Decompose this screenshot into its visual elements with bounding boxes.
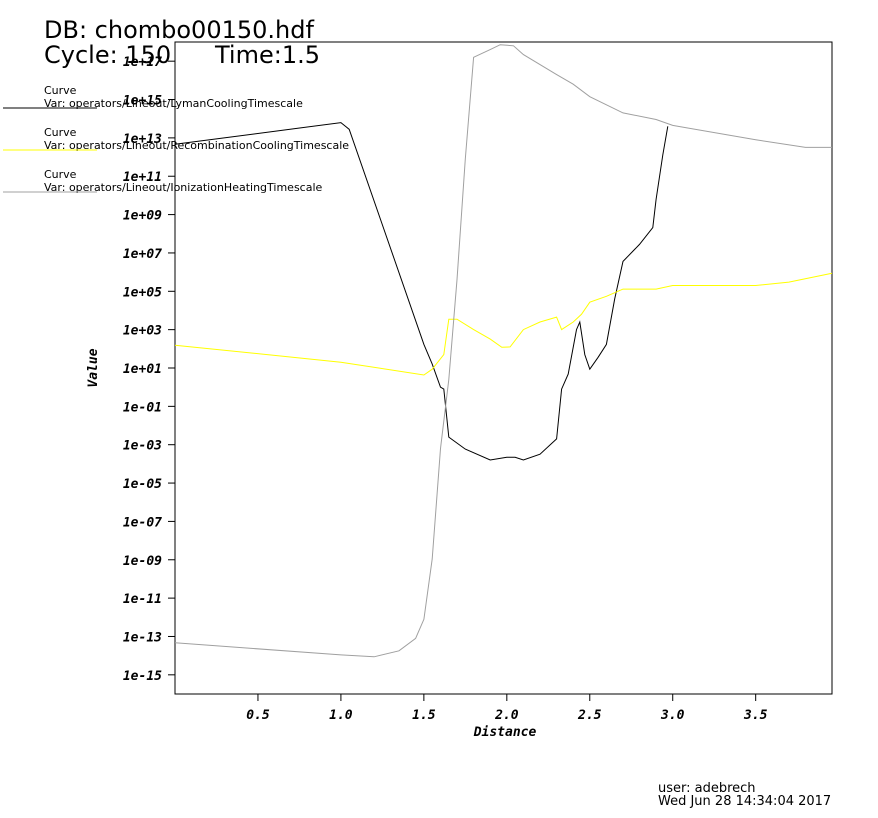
legend-name: Var: operators/Lineout/LymanCoolingTimes… [44, 97, 303, 110]
y-tick-label: 1e+17 [123, 55, 162, 70]
y-tick-label: 1e+07 [123, 247, 162, 262]
x-tick-label: 2.5 [577, 708, 602, 723]
y-tick-label: 1e+11 [123, 170, 162, 185]
series-line [174, 272, 833, 376]
y-tick-label: 1e+01 [123, 362, 162, 377]
y-tick-label: 1e-07 [123, 515, 162, 530]
y-tick-label: 1e-05 [123, 477, 162, 492]
legend-name: Var: operators/Lineout/IonizationHeating… [44, 181, 323, 194]
y-tick-label: 1e+09 [123, 209, 162, 224]
legend-name: Var: operators/Lineout/RecombinationCool… [44, 139, 349, 152]
legend-label: Curve [44, 84, 77, 97]
user: user: adebrech [658, 781, 756, 796]
x-tick-label: 0.5 [246, 708, 270, 723]
y-tick-label: 1e+03 [123, 324, 162, 339]
legend-label: Curve [44, 126, 77, 139]
legend-label: Curve [44, 168, 77, 181]
series-line [174, 122, 669, 461]
x-tick-label: 2.0 [494, 708, 519, 723]
y-tick-label: 1e+05 [123, 285, 162, 300]
y-tick-label: 1e+15 [123, 94, 162, 109]
x-tick-label: 1.0 [329, 708, 353, 723]
x-tick-label: 1.5 [412, 708, 436, 723]
cycle: Cycle: 150 [44, 41, 171, 69]
y-tick-label: 1e-01 [123, 400, 162, 415]
y-tick-label: 1e-09 [123, 554, 162, 569]
date: Wed Jun 28 14:34:04 2017 [658, 794, 831, 809]
y-tick-label: 1e-03 [123, 439, 162, 454]
series-line [174, 44, 832, 658]
y-tick-label: 1e-11 [123, 592, 162, 607]
db-title: DB: chombo00150.hdf [44, 16, 314, 44]
x-axis-label: Distance [473, 725, 537, 740]
y-axis-label: Value [86, 348, 101, 387]
time: Time:1.5 [214, 41, 320, 69]
y-tick-label: 1e+13 [123, 132, 162, 147]
y-tick-label: 1e-15 [123, 669, 162, 684]
y-tick-label: 1e-13 [123, 630, 162, 645]
x-tick-label: 3.0 [660, 708, 685, 723]
x-tick-label: 3.5 [743, 708, 768, 723]
